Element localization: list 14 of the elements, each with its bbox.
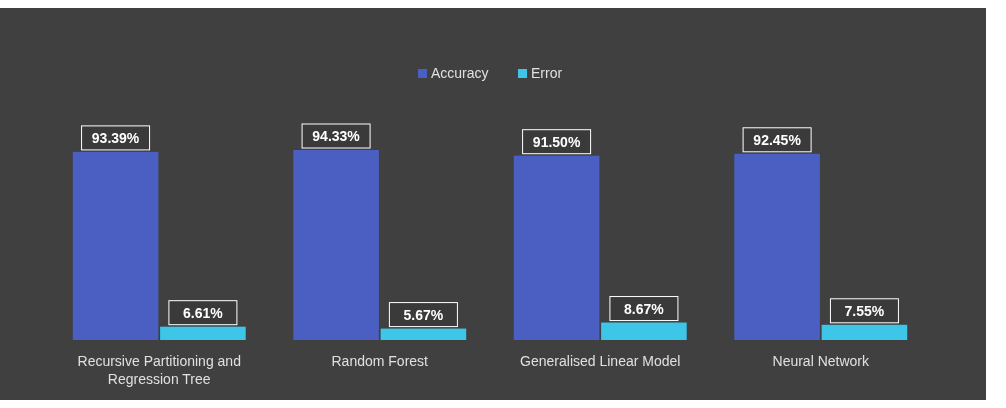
legend-label: Accuracy xyxy=(431,65,489,81)
x-tick-label: Neural Network xyxy=(772,353,870,369)
data-label: 7.55% xyxy=(844,302,885,319)
x-tick-label: Random Forest xyxy=(331,353,429,369)
legend-label: Error xyxy=(531,65,563,81)
data-label: 92.45% xyxy=(753,131,802,148)
data-label: 6.61% xyxy=(183,304,224,321)
data-label: 93.39% xyxy=(91,129,140,146)
data-label: 94.33% xyxy=(312,128,361,144)
x-tick-label: Recursive Partitioning and Regression Tree xyxy=(77,353,241,387)
data-label: 8.67% xyxy=(624,300,665,317)
x-tick-label: Generalised Linear Model xyxy=(520,353,681,369)
data-label: 5.67% xyxy=(403,306,444,323)
data-label: 91.50% xyxy=(532,133,581,150)
